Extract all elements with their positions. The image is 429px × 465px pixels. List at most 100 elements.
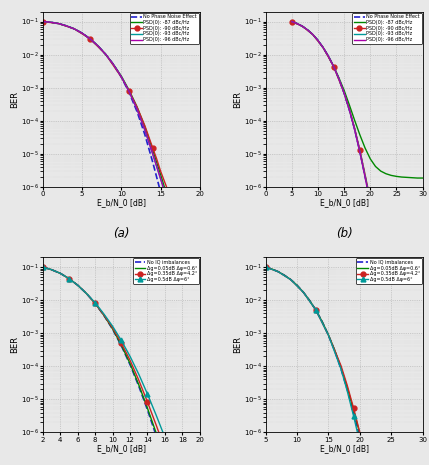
X-axis label: E_b/N_0 [dB]: E_b/N_0 [dB] — [320, 199, 369, 207]
Δg=0.05dB Δφ=0.6° — [344, 385, 350, 390]
PSD(0): -93 dBc/Hz: (24, 1.12e-09): -93 dBc/Hz: (24, 1.12e-09) — [389, 282, 394, 287]
PSD(0): -96 dBc/Hz: (15, 1.78e-06): -96 dBc/Hz: (15, 1.78e-06) — [158, 176, 163, 181]
Δg=0.5dB Δφ=6° — [66, 276, 72, 281]
PSD(0): -87 dBc/Hz: (27, 1.95e-06): -87 dBc/Hz: (27, 1.95e-06) — [404, 174, 409, 180]
No IQ imbalances — [357, 435, 363, 440]
PSD(0): -96 dBc/Hz: (26, 1.12e-10): -96 dBc/Hz: (26, 1.12e-10) — [399, 315, 404, 320]
PSD(0): -90 dBc/Hz: (7, 0.0724): -90 dBc/Hz: (7, 0.0724) — [300, 23, 305, 29]
PSD(0): -93 dBc/Hz: (22, 1.41e-08): -93 dBc/Hz: (22, 1.41e-08) — [378, 246, 383, 251]
PSD(0): -93 dBc/Hz: (12, 0.000224): -93 dBc/Hz: (12, 0.000224) — [134, 106, 139, 112]
PSD(0): -87 dBc/Hz: (14, 0.002): -87 dBc/Hz: (14, 0.002) — [336, 75, 341, 80]
PSD(0): -90 dBc/Hz: (15, 0.000692): -90 dBc/Hz: (15, 0.000692) — [341, 90, 347, 96]
No Phase Noise Effect — [394, 300, 399, 306]
No Phase Noise Effect — [134, 109, 139, 114]
PSD(0): -96 dBc/Hz: (25, 2.82e-10): -96 dBc/Hz: (25, 2.82e-10) — [394, 302, 399, 307]
PSD(0): -87 dBc/Hz: (25, 2.09e-06): -87 dBc/Hz: (25, 2.09e-06) — [394, 173, 399, 179]
Δg=0.05dB Δφ=0.6° — [101, 312, 106, 318]
PSD(0): -90 dBc/Hz: (20, 2.51e-09): -90 dBc/Hz: (20, 2.51e-09) — [197, 270, 202, 276]
No Phase Noise Effect — [48, 20, 53, 25]
PSD(0): -96 dBc/Hz: (8, 0.0562): -96 dBc/Hz: (8, 0.0562) — [305, 27, 310, 33]
PSD(0): -87 dBc/Hz: (18, 1.58e-08): -87 dBc/Hz: (18, 1.58e-08) — [181, 244, 187, 249]
PSD(0): -93 dBc/Hz: (23, 3.55e-09): -93 dBc/Hz: (23, 3.55e-09) — [384, 265, 389, 271]
No Phase Noise Effect — [40, 19, 45, 24]
Δg=0.5dB Δφ=6° — [119, 338, 124, 343]
No Phase Noise Effect — [357, 148, 363, 154]
No Phase Noise Effect — [181, 267, 187, 272]
Δg=0.05dB Δφ=0.6° — [162, 456, 167, 462]
Δg=0.35dB Δφ=4.2° — [154, 422, 159, 428]
Δg=0.35dB Δφ=4.2° — [263, 264, 268, 270]
PSD(0): -96 dBc/Hz: (10, 0.0269): -96 dBc/Hz: (10, 0.0269) — [315, 38, 320, 43]
PSD(0): -90 dBc/Hz: (4, 0.0603): -90 dBc/Hz: (4, 0.0603) — [72, 26, 77, 32]
PSD(0): -96 dBc/Hz: (19, 3.16e-09): -96 dBc/Hz: (19, 3.16e-09) — [189, 267, 194, 272]
PSD(0): -93 dBc/Hz: (1, 0.0955): -93 dBc/Hz: (1, 0.0955) — [48, 20, 53, 25]
No Phase Noise Effect — [410, 350, 415, 355]
PSD(0): -96 dBc/Hz: (2, 0.0871): -96 dBc/Hz: (2, 0.0871) — [56, 21, 61, 27]
Δg=0.35dB Δφ=4.2° — [101, 312, 106, 318]
PSD(0): -90 dBc/Hz: (20, 4.17e-07): -90 dBc/Hz: (20, 4.17e-07) — [368, 197, 373, 202]
Δg=0.5dB Δφ=6° — [110, 324, 115, 329]
PSD(0): -87 dBc/Hz: (29, 1.86e-06): -87 dBc/Hz: (29, 1.86e-06) — [415, 175, 420, 181]
PSD(0): -96 dBc/Hz: (14, 1e-05): -96 dBc/Hz: (14, 1e-05) — [150, 151, 155, 157]
PSD(0): -96 dBc/Hz: (6, 0.0871): -96 dBc/Hz: (6, 0.0871) — [294, 21, 299, 27]
PSD(0): -96 dBc/Hz: (29, 1e-11): -96 dBc/Hz: (29, 1e-11) — [415, 350, 420, 355]
Δg=0.35dB Δφ=4.2° — [344, 383, 350, 388]
PSD(0): -93 dBc/Hz: (10, 0.0269): -93 dBc/Hz: (10, 0.0269) — [315, 38, 320, 43]
PSD(0): -87 dBc/Hz: (11, 0.0162): -87 dBc/Hz: (11, 0.0162) — [320, 45, 326, 51]
PSD(0): -87 dBc/Hz: (8, 0.0102): -87 dBc/Hz: (8, 0.0102) — [103, 52, 108, 57]
PSD(0): -93 dBc/Hz: (0, 0.1): -93 dBc/Hz: (0, 0.1) — [40, 19, 45, 24]
Δg=0.05dB Δφ=0.6° — [288, 277, 293, 282]
PSD(0): -93 dBc/Hz: (15, 1.78e-06): -93 dBc/Hz: (15, 1.78e-06) — [158, 176, 163, 181]
Δg=0.05dB Δφ=0.6° — [326, 332, 331, 338]
Line: PSD(0): -90 dBc/Hz: PSD(0): -90 dBc/Hz — [290, 19, 425, 335]
PSD(0): -96 dBc/Hz: (7, 0.0724): -96 dBc/Hz: (7, 0.0724) — [300, 23, 305, 29]
Δg=0.35dB Δφ=4.2° — [127, 358, 133, 363]
Line: PSD(0): -87 dBc/Hz: PSD(0): -87 dBc/Hz — [43, 21, 200, 286]
PSD(0): -93 dBc/Hz: (13, 0.00437): -93 dBc/Hz: (13, 0.00437) — [331, 64, 336, 69]
PSD(0): -96 dBc/Hz: (20, 3.31e-07): -96 dBc/Hz: (20, 3.31e-07) — [368, 200, 373, 206]
PSD(0): -93 dBc/Hz: (30, 6.31e-12): -93 dBc/Hz: (30, 6.31e-12) — [420, 356, 425, 362]
Δg=0.05dB Δφ=0.6° — [49, 267, 54, 272]
Δg=0.35dB Δφ=4.2° — [40, 264, 45, 270]
Δg=0.05dB Δφ=0.6° — [269, 266, 275, 272]
PSD(0): -90 dBc/Hz: (13, 7.08e-05): -90 dBc/Hz: (13, 7.08e-05) — [142, 123, 148, 128]
Y-axis label: BER: BER — [10, 91, 19, 108]
Δg=0.35dB Δφ=4.2° — [84, 291, 89, 296]
PSD(0): -90 dBc/Hz: (14, 1.51e-05): -90 dBc/Hz: (14, 1.51e-05) — [150, 145, 155, 151]
No Phase Noise Effect — [373, 224, 378, 229]
PSD(0): -93 dBc/Hz: (17, 6.31e-08): -93 dBc/Hz: (17, 6.31e-08) — [174, 224, 179, 229]
PSD(0): -90 dBc/Hz: (0, 0.1): -90 dBc/Hz: (0, 0.1) — [40, 19, 45, 24]
Δg=0.35dB Δφ=4.2° — [326, 332, 331, 338]
No IQ imbalances — [294, 282, 299, 288]
Δg=0.35dB Δφ=4.2° — [301, 289, 306, 295]
PSD(0): -96 dBc/Hz: (17, 6.31e-08): -96 dBc/Hz: (17, 6.31e-08) — [174, 224, 179, 229]
Line: PSD(0): -87 dBc/Hz: PSD(0): -87 dBc/Hz — [292, 21, 423, 178]
No Phase Noise Effect — [289, 19, 294, 24]
Δg=0.5dB Δφ=6° — [84, 291, 89, 296]
Δg=0.05dB Δφ=0.6° — [154, 430, 159, 436]
PSD(0): -90 dBc/Hz: (8, 0.0102): -90 dBc/Hz: (8, 0.0102) — [103, 52, 108, 57]
PSD(0): -96 dBc/Hz: (23, 2.82e-09): -96 dBc/Hz: (23, 2.82e-09) — [384, 268, 389, 274]
Δg=0.35dB Δφ=4.2° — [162, 446, 167, 452]
No IQ imbalances — [162, 459, 167, 465]
PSD(0): -93 dBc/Hz: (28, 3.16e-11): -93 dBc/Hz: (28, 3.16e-11) — [410, 333, 415, 339]
PSD(0): -87 dBc/Hz: (17, 0.000105): -87 dBc/Hz: (17, 0.000105) — [352, 117, 357, 123]
Line: Δg=0.35dB Δφ=4.2°: Δg=0.35dB Δφ=4.2° — [263, 265, 425, 465]
No Phase Noise Effect — [127, 90, 132, 95]
Δg=0.05dB Δφ=0.6° — [320, 319, 325, 325]
PSD(0): -93 dBc/Hz: (20, 3.8e-07): -93 dBc/Hz: (20, 3.8e-07) — [368, 198, 373, 204]
No IQ imbalances — [276, 269, 281, 274]
Δg=0.05dB Δφ=0.6° — [357, 431, 363, 436]
No Phase Noise Effect — [300, 23, 305, 29]
No Phase Noise Effect — [331, 64, 336, 69]
No Phase Noise Effect — [158, 189, 163, 195]
PSD(0): -93 dBc/Hz: (29, 1.26e-11): -93 dBc/Hz: (29, 1.26e-11) — [415, 346, 420, 352]
Δg=0.35dB Δφ=4.2° — [136, 378, 141, 383]
PSD(0): -90 dBc/Hz: (17, 1.41e-07): -90 dBc/Hz: (17, 1.41e-07) — [174, 213, 179, 218]
PSD(0): -90 dBc/Hz: (11, 0.0162): -90 dBc/Hz: (11, 0.0162) — [320, 45, 326, 51]
No Phase Noise Effect — [399, 317, 404, 322]
PSD(0): -87 dBc/Hz: (16, 3.98e-07): -87 dBc/Hz: (16, 3.98e-07) — [166, 198, 171, 203]
PSD(0): -93 dBc/Hz: (11, 0.0162): -93 dBc/Hz: (11, 0.0162) — [320, 45, 326, 51]
Δg=0.5dB Δφ=6° — [301, 289, 306, 295]
PSD(0): -96 dBc/Hz: (18, 1.26e-08): -96 dBc/Hz: (18, 1.26e-08) — [181, 247, 187, 252]
